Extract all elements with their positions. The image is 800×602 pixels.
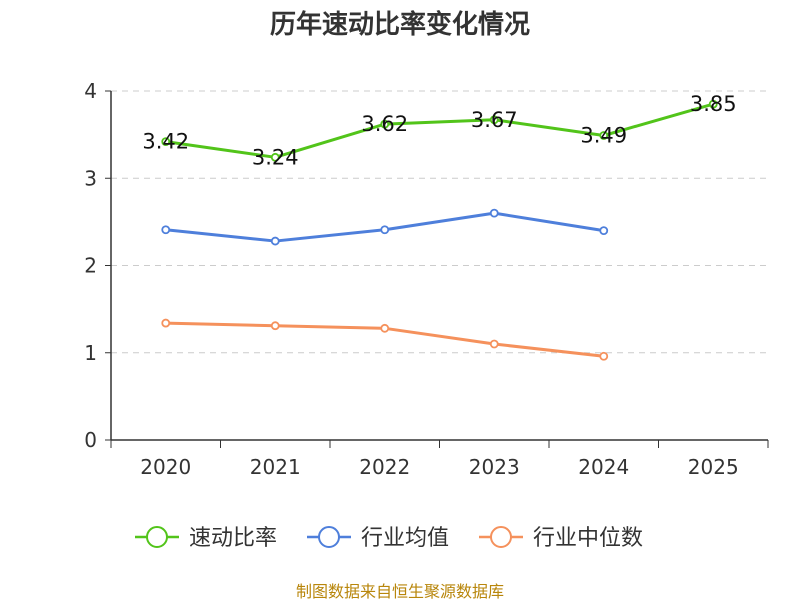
axes: 0 1 2 3 4 2020 2021 2022 2023 2024 2025 [84,79,769,479]
x-tick-label: 2022 [359,455,410,479]
data-point [599,131,609,140]
data-point [270,236,280,246]
data-label: 3.62 [361,112,408,136]
chart-title: 历年速动比率变化情况 [269,10,530,40]
legend-marker [146,526,168,548]
data-point [380,225,390,235]
series [161,99,718,361]
y-tick-label: 3 [84,166,97,190]
x-tick-label: 2025 [688,455,739,479]
y-tick-label: 0 [84,428,97,452]
data-point [270,321,280,331]
data-point [708,99,718,109]
series-line [165,102,714,159]
legend-label: 行业均值 [361,526,449,551]
data-label: 3.85 [690,92,737,116]
data-point [489,208,499,218]
data-label: 3.24 [252,145,299,169]
data-point [599,226,609,236]
y-tick-label: 1 [84,341,97,365]
data-label: 3.42 [142,130,189,154]
x-tick-label: 2023 [469,455,520,479]
data-point [489,339,499,349]
data-label: 3.49 [580,123,627,147]
data-point [270,152,280,162]
legend-marker [490,526,512,548]
data-point [161,225,171,235]
data-point [161,318,171,328]
legend-label: 速动比率 [189,526,277,551]
x-tick-label: 2024 [578,455,629,479]
data-point [599,351,609,361]
x-tick-label: 2020 [140,455,191,479]
data-label: 3.67 [471,108,518,132]
source-note: 制图数据来自恒生聚源数据库 [295,582,504,601]
legend-label: 行业中位数 [533,526,643,551]
data-point [380,323,390,333]
x-tick-label: 2021 [250,455,301,479]
legend-marker [318,526,340,548]
y-tick-label: 4 [84,79,97,103]
legend: 速动比率 行业均值 行业中位数 [135,526,643,551]
data-point [161,137,171,147]
data-labels: 3.42 3.24 3.62 3.67 3.49 3.85 [142,92,736,169]
y-tick-label: 2 [84,254,97,278]
data-point [489,115,499,125]
data-point [380,119,390,129]
